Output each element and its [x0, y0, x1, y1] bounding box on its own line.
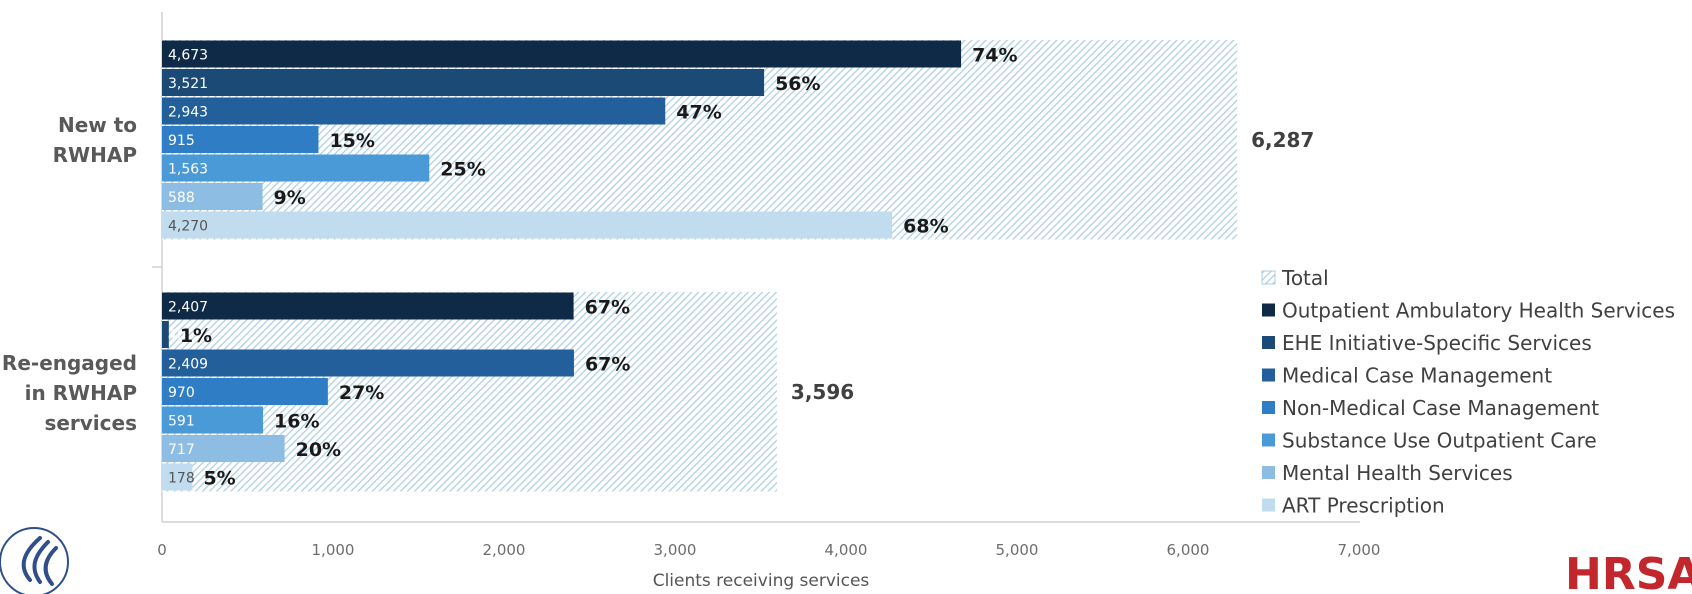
bar-value-label: 178 [168, 470, 195, 486]
legend-label: Mental Health Services [1282, 461, 1513, 485]
bar [162, 40, 962, 68]
legend-swatch [1262, 368, 1275, 382]
legend-label: Substance Use Outpatient Care [1282, 429, 1597, 453]
legend-label: Outpatient Ambulatory Health Services [1282, 299, 1675, 323]
group-label: New to RWHAP [53, 113, 137, 167]
bar-percent-label: 1% [180, 325, 212, 347]
bar-percent-label: 27% [339, 382, 384, 404]
bar-percent-label: 74% [972, 44, 1017, 66]
bar [162, 183, 263, 210]
x-tick-label: 4,000 [825, 541, 868, 559]
x-tick-label: 7,000 [1338, 541, 1381, 559]
total-label: 3,596 [791, 380, 854, 404]
x-tick-label: 6,000 [1167, 541, 1210, 559]
group-label-line: Re-engaged [2, 351, 137, 375]
bar-percent-label: 20% [296, 439, 341, 461]
bar-group-1: 3,596 Re-engaged in RWHAP services 2,407 67% 4… [2, 292, 854, 492]
hrsa-logo: HRSA [1565, 549, 1692, 594]
group-label-line: services [44, 411, 137, 435]
legend-swatch [1262, 466, 1275, 479]
bar-value-label: 3,521 [168, 76, 208, 92]
bar-value-label: 4,673 [168, 47, 208, 63]
legend-swatch [1262, 336, 1275, 349]
legend-swatch [1262, 401, 1275, 414]
legend-item: Total [1261, 266, 1329, 290]
group-label: Re-engaged in RWHAP services [2, 351, 137, 435]
bar [162, 211, 893, 239]
x-tick-label: 5,000 [996, 541, 1039, 559]
bar [162, 69, 765, 96]
x-tick-label: 1,000 [312, 541, 355, 559]
bar [162, 126, 319, 153]
bar [162, 463, 193, 491]
legend-item: Non-Medical Case Management [1262, 396, 1599, 420]
bar [162, 378, 328, 405]
bar-value-label: 915 [168, 133, 195, 149]
bar [162, 97, 666, 125]
bar-percent-label: 47% [676, 101, 721, 123]
legend-item: Mental Health Services [1262, 461, 1513, 485]
legend: Total Outpatient Ambulatory Health Servic… [1261, 266, 1675, 518]
bar-percent-label: 5% [203, 467, 235, 489]
x-tick-label: 2,000 [483, 541, 526, 559]
hrsa-logo-text: HRSA [1565, 549, 1692, 594]
legend-label: Total [1281, 266, 1329, 290]
group-label-line: RWHAP [53, 143, 137, 167]
legend-swatch [1261, 270, 1276, 285]
x-tick-labels: 0 1,000 2,000 3,000 4,000 5,000 6,000 7,000 [157, 541, 1380, 559]
bar [162, 292, 574, 320]
bar-group-0: 6,287 New to RWHAP 4,673 74% 3,521 56% 2,943 47%… [53, 40, 1314, 240]
legend-swatch [1262, 433, 1275, 447]
x-tick-label: 0 [157, 541, 167, 559]
legend-item: Outpatient Ambulatory Health Services [1262, 299, 1675, 323]
bar-value-label: 591 [168, 413, 195, 429]
bar-percent-label: 9% [274, 187, 306, 209]
bar [162, 154, 430, 182]
bar [162, 349, 574, 377]
bar [162, 406, 264, 434]
bar-percent-label: 15% [329, 130, 374, 152]
legend-swatch [1262, 303, 1275, 317]
group-label-line: New to [58, 113, 137, 137]
bar-value-label: 4,270 [168, 218, 208, 234]
x-axis-label: Clients receiving services [653, 571, 870, 591]
bar [162, 321, 169, 348]
bar-value-label: 2,943 [168, 104, 208, 120]
total-label: 6,287 [1251, 128, 1314, 152]
hhs-logo [0, 527, 69, 594]
bar-value-label: 1,563 [168, 161, 208, 177]
legend-item: Substance Use Outpatient Care [1262, 429, 1597, 453]
bar-value-label: 2,407 [168, 299, 208, 315]
group-label-line: in RWHAP [25, 381, 137, 405]
legend-label: Non-Medical Case Management [1282, 396, 1599, 420]
bar-value-label: 40 [168, 328, 186, 344]
bar [162, 435, 285, 462]
legend-label: ART Prescription [1282, 494, 1445, 518]
bar-value-label: 717 [168, 442, 195, 458]
legend-item: Medical Case Management [1262, 364, 1552, 388]
legend-swatch [1262, 498, 1275, 512]
bar-value-label: 588 [168, 190, 195, 206]
bar-value-label: 970 [168, 385, 195, 401]
x-tick-label: 3,000 [654, 541, 697, 559]
bar-percent-label: 67% [585, 296, 630, 318]
bar-percent-label: 25% [440, 158, 485, 180]
bar-groups: 6,287 New to RWHAP 4,673 74% 3,521 56% 2,943 47%… [2, 40, 1314, 492]
legend-label: EHE Initiative-Specific Services [1282, 331, 1592, 355]
legend-label: Medical Case Management [1282, 364, 1552, 388]
bar-percent-label: 68% [903, 215, 948, 237]
bar-percent-label: 67% [585, 353, 630, 375]
bar-value-label: 2,409 [168, 356, 208, 372]
legend-item: EHE Initiative-Specific Services [1262, 331, 1592, 355]
bar-percent-label: 16% [274, 410, 319, 432]
legend-item: ART Prescription [1262, 494, 1445, 518]
bar-percent-label: 56% [775, 73, 820, 95]
